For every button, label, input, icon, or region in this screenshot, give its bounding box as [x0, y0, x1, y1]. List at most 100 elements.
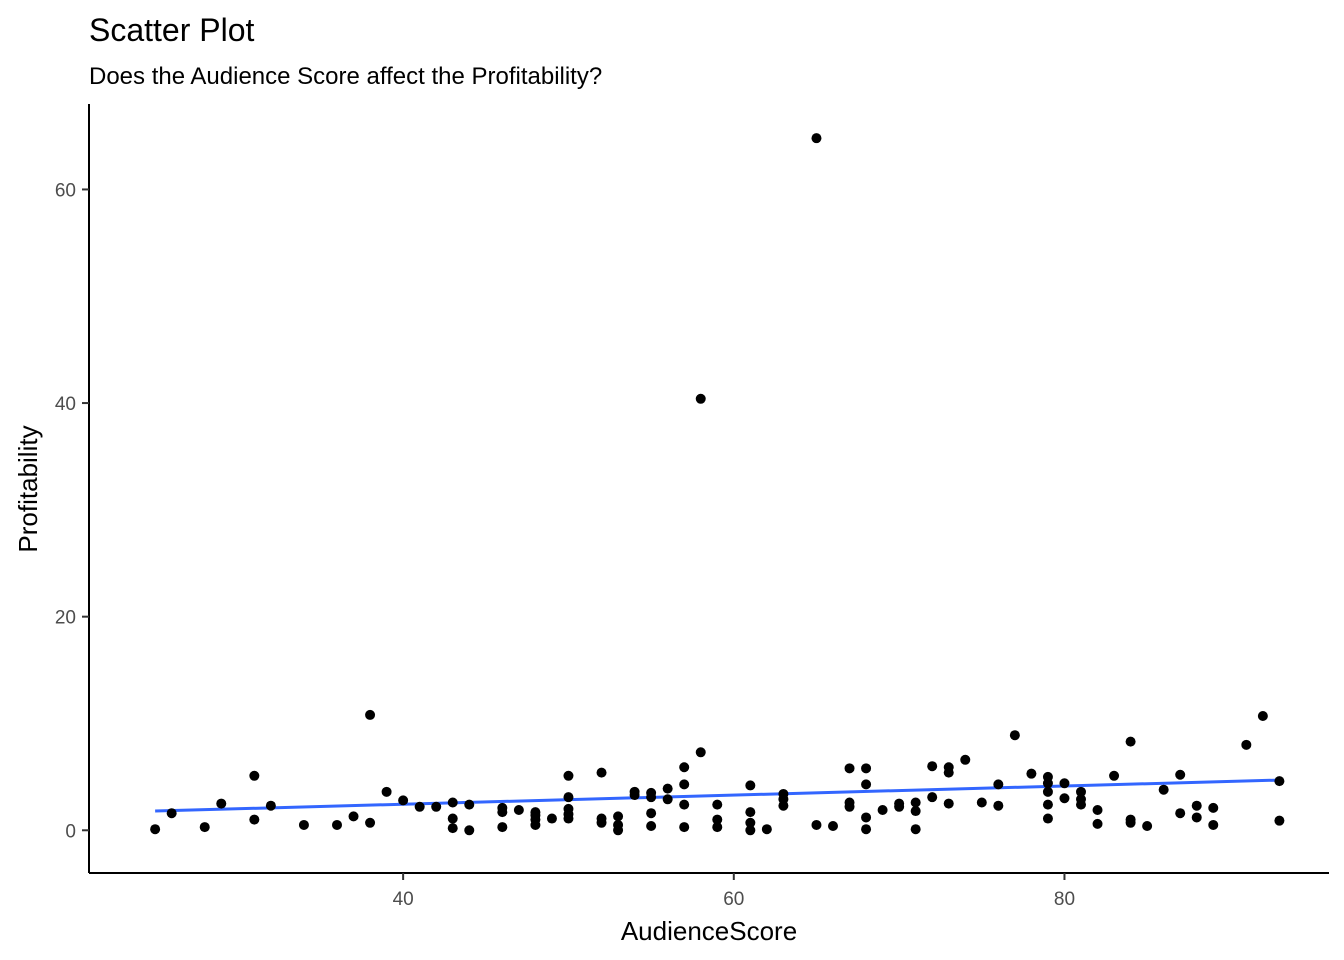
data-point: [861, 824, 872, 835]
data-point: [910, 806, 921, 817]
points-layer: [150, 133, 1285, 836]
data-point: [447, 823, 458, 834]
data-point: [563, 792, 574, 803]
data-point: [1257, 710, 1268, 721]
data-point: [811, 819, 822, 830]
data-point: [629, 790, 640, 801]
data-point: [1076, 786, 1086, 797]
data-point: [447, 813, 458, 824]
data-point: [927, 761, 938, 772]
data-point: [1092, 804, 1103, 815]
data-point: [844, 763, 855, 774]
data-point: [679, 822, 690, 833]
data-point: [844, 801, 855, 812]
data-point: [216, 798, 227, 809]
data-point: [960, 754, 971, 765]
data-point: [1009, 730, 1020, 741]
data-point: [414, 801, 425, 812]
data-point: [943, 767, 954, 778]
data-point: [1109, 770, 1120, 781]
data-point: [993, 800, 1004, 811]
data-point: [877, 804, 888, 815]
data-point: [695, 747, 706, 758]
data-point: [166, 808, 177, 819]
data-point: [1274, 776, 1285, 787]
y-axis-ticks: 0 20 40 60: [55, 180, 89, 842]
data-point: [546, 813, 557, 824]
y-tick-label: 40: [55, 394, 76, 415]
data-point: [563, 813, 574, 824]
data-point: [712, 822, 723, 833]
data-point: [1125, 817, 1136, 828]
data-point: [1042, 813, 1053, 824]
data-point: [1175, 769, 1186, 780]
data-point: [381, 786, 392, 797]
y-tick-label: 20: [55, 608, 76, 629]
data-point: [298, 819, 309, 830]
data-point: [265, 800, 276, 811]
data-point: [712, 799, 723, 810]
data-point: [894, 801, 905, 812]
data-point: [745, 807, 756, 818]
data-point: [199, 822, 210, 833]
x-tick-label: 40: [393, 889, 414, 910]
data-point: [927, 792, 938, 803]
data-point: [464, 799, 475, 810]
data-point: [1191, 812, 1202, 823]
data-point: [348, 811, 359, 822]
y-tick-label: 0: [65, 821, 76, 842]
data-point: [398, 795, 409, 806]
x-axis-ticks: 40 60 80: [393, 873, 1075, 910]
data-point: [646, 792, 657, 803]
data-point: [1059, 778, 1070, 789]
data-point: [861, 779, 872, 790]
data-point: [1208, 819, 1219, 830]
data-point: [1142, 821, 1153, 832]
data-point: [1042, 799, 1053, 810]
data-point: [249, 770, 260, 781]
data-point: [861, 812, 872, 823]
data-point: [563, 770, 574, 781]
data-point: [1059, 793, 1070, 804]
data-point: [910, 797, 921, 808]
data-point: [464, 825, 475, 836]
data-point: [497, 822, 508, 833]
data-point: [530, 819, 541, 830]
x-tick-label: 80: [1054, 889, 1075, 910]
y-tick-label: 60: [55, 180, 76, 201]
data-point: [910, 824, 921, 835]
data-point: [1191, 800, 1202, 811]
data-point: [646, 808, 657, 819]
trend-line: [155, 778, 1280, 813]
data-point: [761, 824, 772, 835]
data-point: [712, 814, 723, 825]
data-point: [745, 825, 756, 836]
data-point: [1158, 784, 1169, 795]
data-point: [943, 798, 954, 809]
data-point: [497, 807, 508, 818]
data-point: [613, 811, 624, 822]
data-point: [1241, 739, 1252, 750]
data-point: [679, 762, 690, 773]
data-point: [1026, 768, 1037, 779]
chart-subtitle: Does the Audience Score affect the Profi…: [89, 63, 602, 90]
data-point: [662, 783, 673, 794]
data-point: [431, 801, 442, 812]
data-point: [596, 767, 607, 778]
data-point: [695, 393, 706, 404]
data-point: [150, 824, 161, 835]
data-point: [513, 804, 524, 815]
data-point: [1042, 786, 1053, 797]
chart-title: Scatter Plot: [89, 12, 255, 48]
data-point: [1274, 815, 1285, 826]
data-point: [1092, 818, 1103, 829]
data-point: [1175, 808, 1186, 819]
data-point: [662, 794, 673, 805]
data-point: [679, 779, 690, 790]
data-point: [993, 779, 1004, 790]
data-point: [1076, 799, 1086, 810]
data-point: [365, 709, 376, 720]
data-point: [596, 817, 607, 828]
x-tick-label: 60: [723, 889, 744, 910]
data-point: [778, 800, 789, 811]
